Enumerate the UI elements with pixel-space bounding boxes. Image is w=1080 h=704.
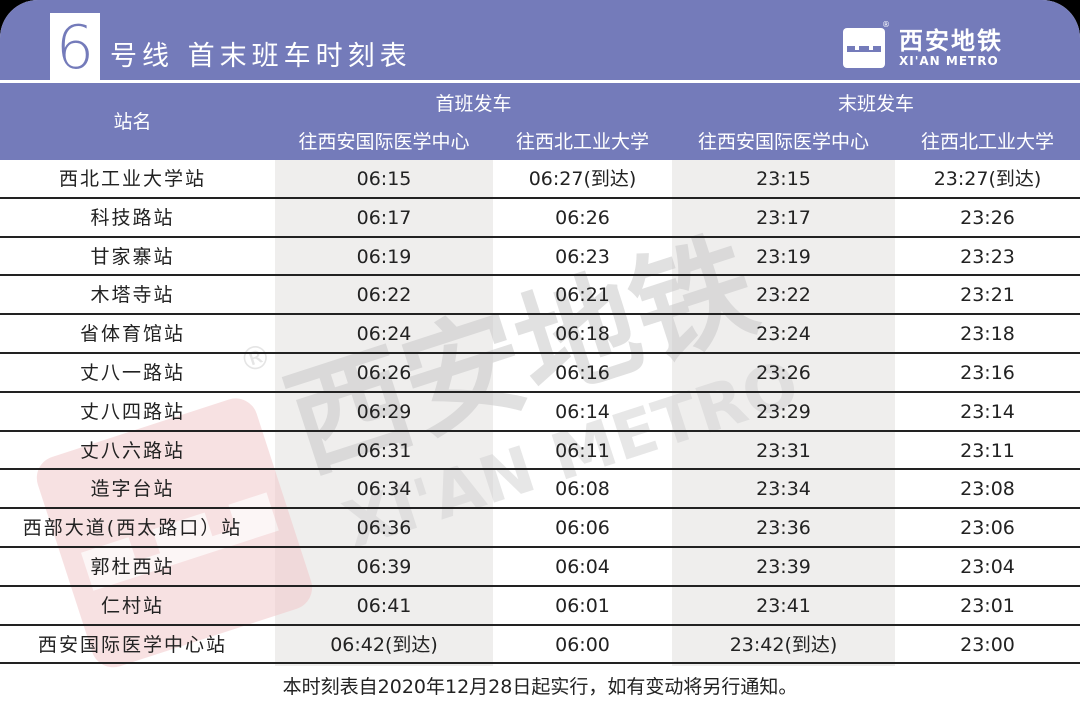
time-cell: 23:31: [756, 439, 811, 462]
timetable-rows: 西北工业大学站 06:15 06:27(到达) 23:15 23:27(到达) …: [0, 160, 1080, 665]
logo-cn-text: 西安地铁: [899, 27, 1003, 55]
time-cell: 06:21: [555, 284, 610, 307]
station-column-header: 站名: [113, 111, 152, 133]
time-cell: 06:04: [555, 555, 610, 578]
time-cell: 06:00: [555, 633, 610, 656]
time-cell: 06:22: [356, 284, 412, 307]
title-divider: [0, 80, 1080, 83]
time-cell: 23:01: [960, 594, 1015, 617]
table-row: 省体育馆站 06:24 06:18 23:24 23:18: [0, 315, 1080, 354]
time-cell: 06:41: [356, 594, 412, 617]
station-name: 仁村站: [100, 594, 164, 617]
time-cell: 06:23: [555, 245, 610, 268]
station-name: 甘家寨站: [90, 245, 175, 268]
station-name: 省体育馆站: [79, 323, 185, 346]
time-cell: 06:29: [356, 400, 412, 423]
first-train-header: 首班发车: [435, 93, 512, 115]
time-cell: 23:18: [960, 323, 1015, 346]
time-cell: 06:34: [356, 478, 412, 501]
time-cell: 23:04: [960, 555, 1015, 578]
time-cell: 06:42(到达): [330, 633, 438, 656]
metro-logo-icon: [843, 28, 885, 68]
table-row: 造字台站 06:34 06:08 23:34 23:08: [0, 470, 1080, 510]
station-name: 郭杜西站: [90, 555, 175, 578]
table-row: 西部大道(西太路口）站 06:36 06:06 23:36 23:06: [0, 509, 1080, 548]
direction-header: 往西安国际医学中心: [298, 131, 470, 153]
time-cell: 06:36: [356, 517, 412, 540]
table-row: 丈八四路站 06:29 06:14 23:29 23:14: [0, 393, 1080, 432]
table-row: 西安国际医学中心站 06:42(到达) 06:00 23:42(到达) 23:0…: [0, 626, 1080, 665]
logo-en-text: XI'AN METRO: [899, 54, 999, 68]
time-cell: 23:34: [756, 478, 811, 501]
footer-note: 本时刻表自2020年12月28日起实行，如有变动将另行通知。: [282, 676, 798, 698]
table-row: 木塔寺站 06:22 06:21 23:22 23:21: [0, 276, 1080, 316]
last-train-header: 末班发车: [837, 93, 914, 115]
registered-mark: ®: [882, 20, 890, 29]
time-cell: 23:24: [756, 323, 811, 346]
station-name: 西部大道(西太路口）站: [22, 517, 243, 540]
time-cell: 23:23: [960, 245, 1015, 268]
time-cell: 23:17: [756, 206, 811, 229]
table-row: 丈八六路站 06:31 06:11 23:31 23:11: [0, 432, 1080, 471]
time-cell: 06:26: [555, 206, 610, 229]
time-cell: 06:16: [555, 361, 610, 384]
station-name: 西安国际医学中心站: [37, 633, 227, 656]
station-name: 丈八四路站: [79, 400, 185, 423]
time-cell: 06:15: [356, 168, 412, 190]
time-cell: 06:18: [555, 323, 610, 346]
table-row: 郭杜西站 06:39 06:04 23:39 23:04: [0, 548, 1080, 587]
station-name: 丈八六路站: [79, 439, 185, 462]
time-cell: 23:26: [960, 206, 1015, 229]
time-cell: 06:08: [555, 478, 610, 501]
time-cell: 23:08: [960, 478, 1015, 501]
time-cell: 23:29: [756, 400, 811, 423]
station-name: 科技路站: [90, 206, 175, 229]
station-name: 丈八一路站: [79, 361, 185, 384]
header-bar: 6 号线 首末班车时刻表 西安地铁 XI'AN METRO ® 站名 首班发车 …: [0, 0, 1080, 160]
time-cell: 06:14: [555, 400, 610, 423]
direction-header: 往西北工业大学: [515, 131, 649, 153]
time-cell: 23:15: [756, 168, 811, 190]
table-row: 科技路站 06:17 06:26 23:17 23:26: [0, 199, 1080, 238]
xian-metro-logo: 西安地铁 XI'AN METRO: [843, 26, 1003, 70]
time-cell: 06:39: [356, 555, 412, 578]
time-cell: 06:01: [555, 594, 610, 617]
table-row: 丈八一路站 06:26 06:16 23:26 23:16: [0, 354, 1080, 393]
time-cell: 23:22: [756, 284, 811, 307]
time-cell: 06:26: [356, 361, 412, 384]
page-title: 号线 首末班车时刻表: [110, 41, 412, 72]
column-shade: [672, 160, 895, 666]
time-cell: 06:24: [356, 323, 412, 346]
table-row: 仁村站 06:41 06:01 23:41 23:01: [0, 587, 1080, 626]
station-name: 造字台站: [90, 478, 175, 501]
time-cell: 23:26: [756, 361, 811, 384]
time-cell: 23:41: [756, 594, 811, 617]
time-cell: 23:16: [960, 361, 1015, 384]
time-cell: 23:42(到达): [729, 633, 838, 656]
time-cell: 23:00: [960, 633, 1015, 656]
time-cell: 06:06: [555, 517, 610, 540]
direction-header: 往西安国际医学中心: [697, 131, 869, 153]
time-cell: 06:19: [356, 245, 412, 268]
station-name: 西北工业大学站: [58, 168, 206, 190]
time-cell: 23:27(到达): [933, 168, 1042, 190]
time-cell: 23:19: [756, 245, 811, 268]
station-name: 木塔寺站: [90, 284, 175, 307]
time-cell: 06:11: [555, 439, 610, 462]
time-cell: 06:27(到达): [528, 168, 637, 190]
table-row: 西北工业大学站 06:15 06:27(到达) 23:15 23:27(到达): [0, 160, 1080, 199]
time-cell: 06:31: [356, 439, 412, 462]
time-cell: 23:11: [960, 439, 1015, 462]
time-cell: 23:39: [756, 555, 811, 578]
time-cell: 23:06: [960, 517, 1015, 540]
line-number-badge: 6: [50, 13, 100, 83]
time-cell: 23:21: [960, 284, 1015, 307]
time-cell: 23:14: [960, 400, 1015, 423]
table-row: 甘家寨站 06:19 06:23 23:19 23:23: [0, 238, 1080, 277]
time-cell: 23:36: [756, 517, 811, 540]
direction-header: 往西北工业大学: [920, 131, 1054, 153]
time-cell: 06:17: [356, 206, 412, 229]
